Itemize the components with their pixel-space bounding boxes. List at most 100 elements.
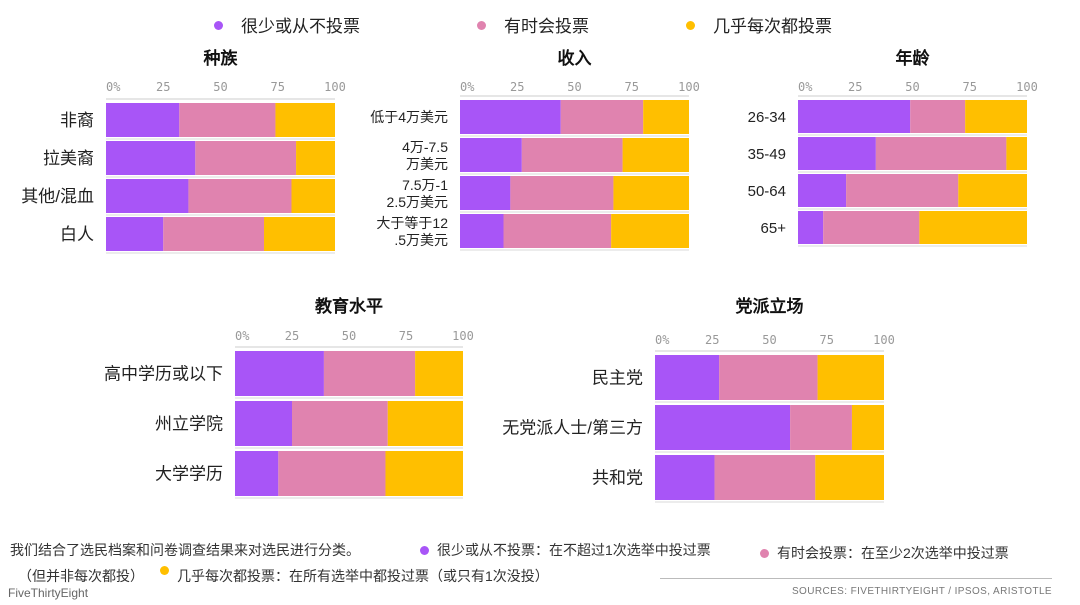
x-tick-label: 75 (271, 80, 285, 94)
category-label: 35-49 (748, 146, 786, 163)
bar-segment-sometimes (790, 405, 852, 450)
bar-segment-sometimes (910, 100, 966, 133)
bar-segment-sometimes (714, 455, 816, 500)
bar-segment-rarely (460, 176, 511, 210)
bar-segment-always (385, 451, 463, 496)
legend-swatch-sometimes (477, 21, 486, 31)
footer-def-rarely: 很少或从不投票：在不超过1次选举中投过票 (420, 540, 711, 560)
legend-swatch-always (686, 21, 695, 31)
x-tick-label: 25 (510, 80, 524, 94)
chart-title: 收入 (558, 48, 592, 68)
legend: 很少或从不投票 有时会投票 几乎每次都投票 (0, 6, 1080, 36)
legend-item-rarely: 很少或从不投票 (214, 12, 360, 37)
bar-segment-rarely (655, 355, 720, 400)
chart-title: 党派立场 (736, 296, 804, 316)
sources-label: SOURCES: FIVETHIRTYEIGHT / IPSOS, ARISTO… (791, 586, 1052, 597)
bar-segment-rarely (460, 138, 522, 172)
category-label: 2.5万美元 (387, 194, 448, 210)
category-label: 共和党 (592, 469, 643, 488)
bar-segment-sometimes (560, 100, 644, 134)
bar-segment-rarely (235, 401, 292, 446)
category-label: .5万美元 (394, 232, 448, 248)
x-tick-label: 0% (235, 329, 250, 343)
category-label: 其他/混血 (21, 187, 94, 206)
category-label: 州立学院 (155, 415, 223, 434)
bar-segment-rarely (655, 405, 791, 450)
bar-segment-sometimes (163, 217, 265, 251)
brand-label: FiveThirtyEight (8, 586, 89, 600)
x-tick-label: 50 (762, 333, 776, 347)
chart-title: 教育水平 (314, 296, 383, 316)
x-tick-label: 50 (905, 80, 919, 94)
legend-swatch-rarely (214, 21, 223, 31)
bar-segment-always (415, 351, 463, 396)
x-tick-label: 50 (567, 80, 581, 94)
x-tick-label: 100 (452, 329, 474, 343)
footer-swatch-sometimes (760, 548, 769, 558)
category-label: 26-34 (748, 109, 786, 126)
footer-def-sometimes: 有时会投票：在至少2次选举中投过票 (760, 543, 1009, 563)
footer-note-line1: 我们结合了选民档案和问卷调查结果来对选民进行分类。 (10, 542, 360, 558)
x-tick-label: 0% (460, 80, 475, 94)
category-label: 高中学历或以下 (104, 365, 223, 384)
bar-segment-rarely (655, 455, 715, 500)
x-tick-label: 25 (705, 333, 719, 347)
bar-segment-always (965, 100, 1027, 133)
footer-def-always-text: 几乎每次都投票：在所有选举中都投过票（或只有1次没投） (177, 568, 549, 584)
footer-note-line2: （但并非每次都投） (18, 568, 144, 584)
bar-segment-always (291, 179, 335, 213)
x-tick-label: 75 (399, 329, 413, 343)
bar-segment-sometimes (823, 211, 920, 244)
footer-def-always: 几乎每次都投票：在所有选举中都投过票（或只有1次没投） (160, 565, 549, 586)
x-tick-label: 25 (156, 80, 170, 94)
bar-segment-always (851, 405, 884, 450)
bar-segment-rarely (106, 103, 180, 137)
bar-segment-sometimes (278, 451, 386, 496)
bar-segment-rarely (798, 174, 847, 207)
category-label: 65+ (761, 220, 787, 237)
bar-segment-always (296, 141, 335, 175)
bar-segment-sometimes (188, 179, 292, 213)
bar-segment-rarely (106, 217, 164, 251)
chart-panel-1: 收入 0% 25 50 75 100 低于4万美元 4万-7.5万美元 7.5万-12.5万美元… (370, 48, 700, 251)
x-tick-label: 100 (324, 80, 346, 94)
legend-label-sometimes: 有时会投票 (504, 17, 589, 36)
footer-def-sometimes-text: 有时会投票：在至少2次选举中投过票 (777, 545, 1009, 561)
chart-panel-2: 年龄 0% 25 50 75 100 26-34 35-49 50-64 65+ (748, 48, 1038, 247)
bar-segment-always (622, 138, 689, 172)
bar-segment-sometimes (719, 355, 818, 400)
chart-title: 种族 (203, 48, 239, 68)
x-tick-label: 0% (655, 333, 670, 347)
bar-segment-sometimes (195, 141, 297, 175)
bar-segment-always (815, 455, 884, 500)
category-label: 非裔 (60, 111, 94, 130)
category-label: 大学学历 (155, 465, 223, 484)
bar-segment-rarely (106, 179, 189, 213)
footer-swatch-always (160, 565, 169, 575)
category-label: 无党派人士/第三方 (502, 419, 643, 438)
bar-segment-rarely (235, 451, 279, 496)
bar-segment-sometimes (510, 176, 614, 210)
category-label: 民主党 (592, 369, 643, 388)
bar-segment-always (613, 176, 689, 210)
category-label: 万美元 (406, 156, 448, 172)
x-tick-label: 75 (820, 333, 834, 347)
bar-segment-rarely (460, 100, 561, 134)
category-label: 50-64 (748, 183, 786, 200)
bar-segment-sometimes (503, 214, 612, 248)
bar-segment-always (1006, 137, 1027, 170)
bar-segment-rarely (235, 351, 324, 396)
category-label: 7.5万-1 (402, 177, 448, 193)
legend-item-always: 几乎每次都投票 (686, 12, 832, 37)
bar-segment-sometimes (521, 138, 623, 172)
category-label: 白人 (60, 225, 94, 244)
bar-segment-sometimes (875, 137, 1007, 170)
bar-segment-sometimes (179, 103, 276, 137)
bar-segment-rarely (798, 211, 824, 244)
bar-segment-always (611, 214, 689, 248)
bar-segment-rarely (798, 137, 876, 170)
x-tick-label: 75 (963, 80, 977, 94)
